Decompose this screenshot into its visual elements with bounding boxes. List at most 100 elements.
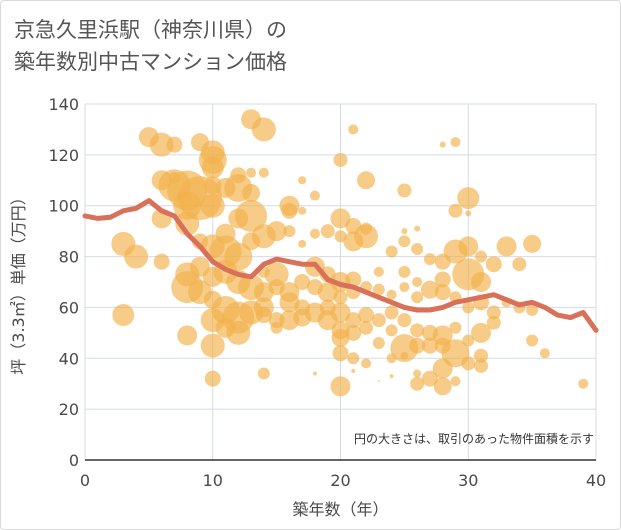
bubble-5 (251, 117, 276, 142)
bubble-173 (421, 370, 438, 387)
bubble-33 (448, 203, 463, 218)
bubble-179 (204, 370, 221, 387)
bubble-layer (111, 109, 589, 397)
bubble-48 (153, 253, 170, 270)
bubble-120 (177, 325, 198, 346)
bubble-55 (309, 228, 320, 239)
x-tick-label-0: 0 (80, 471, 90, 490)
bubble-108 (411, 291, 424, 304)
bubble-160 (449, 321, 462, 334)
bubble-182 (578, 378, 589, 389)
y-tick-label-0: 0 (69, 451, 79, 470)
y-tick-label-6: 120 (48, 146, 79, 165)
bubble-42 (266, 221, 287, 242)
y-tick-label-7: 140 (48, 95, 79, 114)
y-tick-label-3: 60 (59, 298, 79, 317)
bubble-129 (255, 307, 272, 324)
bubble-165 (526, 334, 539, 347)
bubble-118 (526, 303, 539, 316)
bubble-64 (398, 235, 411, 248)
bubble-166 (539, 348, 550, 359)
bubble-126 (226, 320, 251, 345)
bubble-63 (385, 245, 398, 258)
bubble-152 (400, 351, 409, 360)
bubble-172 (410, 376, 425, 391)
bubble-106 (399, 282, 410, 293)
bubble-99 (345, 271, 362, 288)
bubble-185 (351, 369, 356, 373)
bubble-143 (345, 324, 362, 341)
bubble-31 (309, 190, 320, 201)
bubble-75 (485, 256, 502, 273)
bubble-61 (354, 224, 379, 249)
bubble-141 (331, 328, 350, 347)
bubble-53 (283, 225, 296, 238)
bubble-175 (432, 358, 453, 379)
bubble-15 (333, 152, 348, 167)
bubble-139 (330, 302, 351, 323)
bubble-67 (411, 242, 424, 255)
bubble-8 (439, 141, 446, 148)
title-line-1: 京急久里浜駅（神奈川県）の (14, 18, 287, 42)
bubble-153 (409, 337, 426, 354)
bubble-103 (372, 283, 385, 296)
bubble-24 (200, 193, 225, 218)
bubble-168 (347, 352, 360, 365)
bubble-107 (412, 277, 423, 287)
bubble-181 (330, 376, 351, 397)
bubble-180 (257, 367, 270, 380)
x-axis-label: 築年数（年） (292, 500, 388, 519)
bubble-109 (420, 280, 439, 299)
bubble-113 (462, 301, 475, 314)
bubble-163 (474, 348, 489, 363)
bubble-73 (471, 272, 492, 292)
bubble-47 (124, 244, 149, 269)
bubble-184 (377, 380, 380, 383)
bubble-68 (423, 253, 436, 266)
bubble-105 (398, 265, 411, 278)
bubble-146 (371, 313, 386, 328)
y-tick-labels: 0 20 40 60 80 100 120 140 (48, 95, 79, 470)
bubble-34 (457, 187, 480, 210)
bubble-35 (465, 210, 472, 217)
x-tick-label-2: 20 (330, 471, 350, 490)
bubble-11 (201, 156, 224, 179)
bubble-92 (294, 274, 311, 290)
bubble-98 (333, 290, 348, 305)
bubble-32 (397, 183, 412, 198)
bubble-156 (421, 337, 438, 354)
y-tick-label-2: 40 (59, 349, 79, 368)
bubble-170 (386, 353, 397, 364)
bubble-147 (372, 337, 385, 350)
y-axis-label: 坪（3.3㎡）単価（万円） (9, 189, 28, 374)
bubble-28 (242, 184, 261, 202)
bubble-104 (386, 289, 397, 300)
y-tick-label-1: 20 (59, 400, 79, 419)
bubble-110 (434, 271, 451, 288)
bubble-56 (320, 224, 335, 239)
bubble-164 (486, 315, 501, 330)
bubble-54 (298, 239, 307, 248)
y-tick-label-4: 80 (59, 248, 79, 267)
bubble-115 (486, 305, 501, 320)
bubble-149 (385, 324, 398, 337)
bubble-16 (357, 171, 376, 190)
bubble-144 (358, 307, 375, 324)
bubble-76 (496, 236, 517, 257)
chart-title: 京急久里浜駅（神奈川県）の 築年数別中古マンション価格 (14, 14, 287, 78)
bubble-162 (471, 322, 492, 343)
bubble-169 (361, 358, 372, 369)
y-tick-label-5: 100 (48, 197, 79, 216)
bubble-122 (200, 333, 225, 358)
bubble-178 (474, 358, 489, 373)
bubble-23 (173, 191, 202, 220)
bubble-145 (359, 320, 374, 335)
x-tick-label-3: 30 (458, 471, 478, 490)
bubble-186 (389, 374, 394, 379)
bubble-14 (258, 167, 269, 178)
x-tick-label-4: 40 (586, 471, 606, 490)
bubble-74 (475, 250, 488, 263)
bubble-13 (246, 167, 257, 178)
title-line-2: 築年数別中古マンション価格 (14, 50, 287, 74)
